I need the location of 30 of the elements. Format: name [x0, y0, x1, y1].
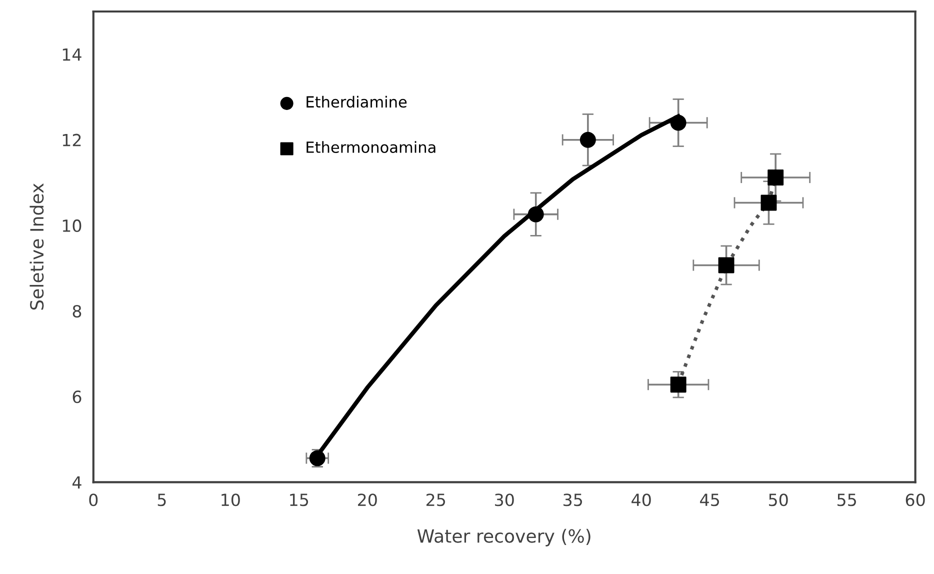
x-tick-label: 45: [700, 494, 719, 506]
point: [528, 206, 544, 222]
x-tick-label: 0: [89, 494, 98, 506]
x-tick-label: 50: [769, 494, 788, 506]
legend-label: Etherdiamine: [306, 96, 407, 108]
x-tick-label: 35: [564, 494, 582, 506]
point: [670, 376, 686, 393]
x-tick-label: 60: [906, 494, 925, 506]
x-tick-label: 5: [158, 494, 166, 506]
point: [718, 257, 734, 274]
legend-label: Ethermonoamina: [306, 141, 436, 153]
x-tick-label: 30: [495, 494, 514, 506]
x-tick-label: 20: [358, 494, 377, 506]
y-tick-label: 4: [72, 476, 82, 488]
y-tick-label: 10: [62, 219, 82, 232]
x-tick-label: 55: [838, 494, 856, 506]
y-tick-label: 12: [62, 134, 81, 146]
point: [670, 114, 686, 131]
x-tick-label: 10: [222, 494, 240, 506]
x-axis-title: Water recovery (%): [417, 528, 590, 546]
x-tick-label: 40: [632, 494, 651, 506]
x-tick-label: 15: [290, 494, 308, 506]
y-tick-label: 6: [72, 390, 82, 404]
x-tick-label: 25: [426, 494, 446, 506]
point: [760, 194, 777, 211]
point: [580, 132, 596, 148]
y-axis-title: Seletive Index: [30, 183, 44, 310]
point: [768, 170, 784, 186]
y-tick-label: 8: [72, 304, 82, 318]
y-tick-label: 14: [62, 48, 82, 61]
